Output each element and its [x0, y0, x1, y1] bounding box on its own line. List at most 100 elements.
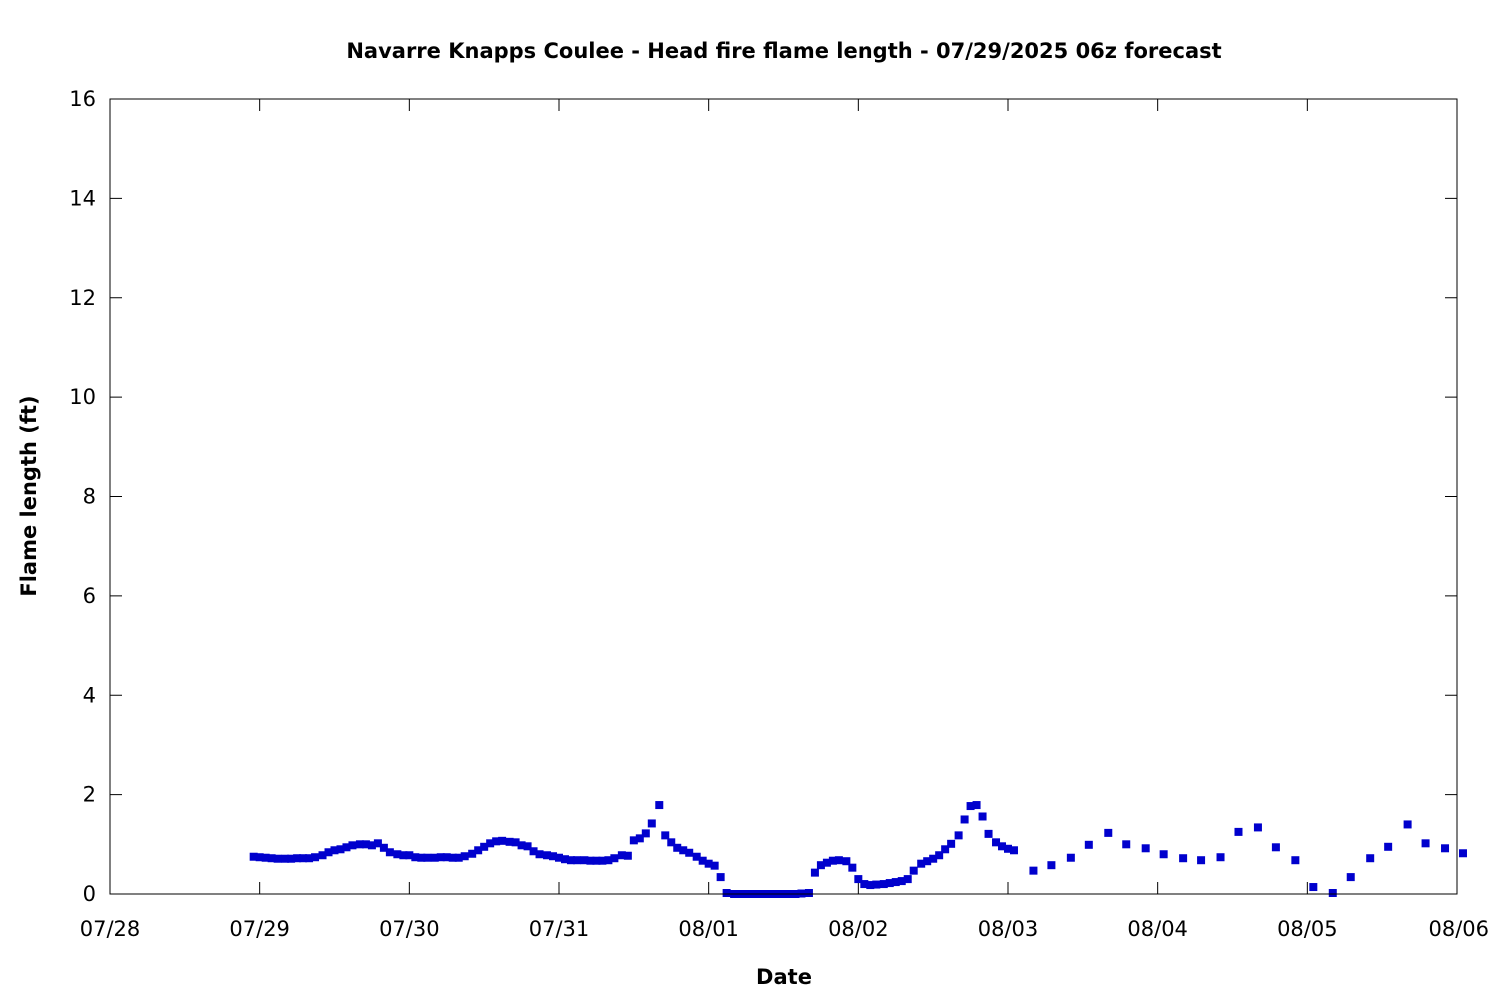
data-point: [1403, 820, 1412, 829]
data-point: [293, 854, 302, 863]
data-point: [367, 841, 376, 850]
data-point: [1084, 840, 1093, 849]
data-point: [822, 858, 831, 867]
data-point: [966, 802, 975, 811]
data-point: [460, 852, 469, 861]
data-point: [287, 854, 296, 863]
chart-title: Navarre Knapps Coulee - Head fire flame …: [346, 39, 1221, 63]
data-point: [373, 839, 382, 848]
data-point: [610, 854, 619, 863]
data-points: [249, 801, 1467, 898]
data-point: [1009, 846, 1018, 855]
y-tick-label: 0: [83, 882, 96, 906]
data-point: [842, 857, 851, 866]
data-point: [417, 853, 426, 862]
data-point: [1384, 842, 1393, 851]
data-point: [311, 853, 320, 862]
y-tick-label: 6: [83, 584, 96, 608]
y-tick-label: 10: [69, 385, 96, 409]
x-tick-label: 07/29: [229, 917, 290, 941]
data-point: [1179, 854, 1188, 863]
data-point: [273, 854, 282, 863]
data-point: [1346, 873, 1355, 882]
data-point: [1047, 861, 1056, 870]
data-point: [692, 852, 701, 861]
data-point: [318, 851, 327, 860]
data-point: [685, 848, 694, 857]
data-point: [281, 854, 290, 863]
data-point: [572, 856, 581, 865]
data-point: [661, 831, 670, 840]
data-point: [667, 838, 676, 847]
data-point: [935, 851, 944, 860]
x-tick-label: 07/30: [379, 917, 440, 941]
data-point: [411, 853, 420, 862]
data-point: [442, 853, 451, 862]
data-point: [885, 879, 894, 888]
data-point: [555, 853, 563, 862]
data-point: [448, 853, 457, 862]
data-point: [710, 861, 719, 870]
data-point: [586, 856, 595, 865]
y-tick-label: 12: [69, 286, 96, 310]
data-point: [635, 834, 644, 843]
data-point: [379, 843, 388, 852]
data-point: [1104, 828, 1113, 837]
x-axis-label: Date: [756, 965, 812, 989]
axis-ticks: 0 2 4 6 8 10 12 14 16 07/28 07/29 07/30 07/31 08/01 08…: [69, 87, 1489, 941]
data-point: [523, 842, 532, 851]
data-point: [480, 842, 489, 851]
data-point: [866, 881, 875, 890]
data-point: [903, 875, 912, 884]
data-point: [909, 866, 918, 875]
data-point: [492, 837, 501, 846]
y-tick-label: 14: [69, 186, 96, 210]
data-point: [1216, 853, 1225, 862]
data-point: [917, 859, 926, 868]
data-point: [879, 880, 888, 889]
data-point: [592, 856, 601, 865]
data-point: [972, 801, 981, 810]
data-point: [854, 875, 863, 884]
data-point: [929, 854, 938, 863]
data-point: [897, 877, 906, 886]
data-point: [1458, 849, 1467, 858]
y-axis-label: Flame length (ft): [17, 395, 41, 596]
data-point: [267, 854, 276, 863]
data-point: [355, 840, 364, 849]
data-point: [860, 880, 869, 889]
data-point: [299, 854, 308, 863]
x-tick-label: 08/05: [1277, 917, 1338, 941]
data-point: [1159, 850, 1168, 859]
data-point: [486, 839, 495, 848]
data-point: [623, 851, 632, 860]
data-point: [655, 801, 664, 810]
data-point: [399, 851, 408, 860]
data-point: [336, 845, 345, 854]
y-tick-label: 2: [83, 783, 96, 807]
data-point: [1004, 844, 1012, 853]
data-point: [941, 845, 950, 854]
data-point: [535, 850, 544, 859]
data-point: [679, 846, 688, 855]
x-tick-label: 08/01: [678, 917, 739, 941]
data-point: [529, 847, 538, 856]
data-point: [647, 819, 656, 828]
data-point: [249, 852, 258, 861]
data-point: [1291, 856, 1300, 865]
x-tick-label: 08/06: [1428, 917, 1489, 941]
data-point: [960, 815, 969, 824]
data-point: [641, 829, 650, 838]
plot-frame: [109, 98, 1458, 895]
x-tick-label: 08/02: [828, 917, 889, 941]
data-point: [1234, 827, 1243, 836]
data-point: [560, 855, 569, 864]
data-point: [423, 853, 432, 862]
data-point: [923, 857, 932, 866]
data-point: [505, 837, 514, 846]
data-point: [255, 853, 264, 862]
y-tick-label: 4: [83, 683, 96, 707]
data-point: [361, 840, 370, 849]
data-point: [1197, 856, 1206, 865]
